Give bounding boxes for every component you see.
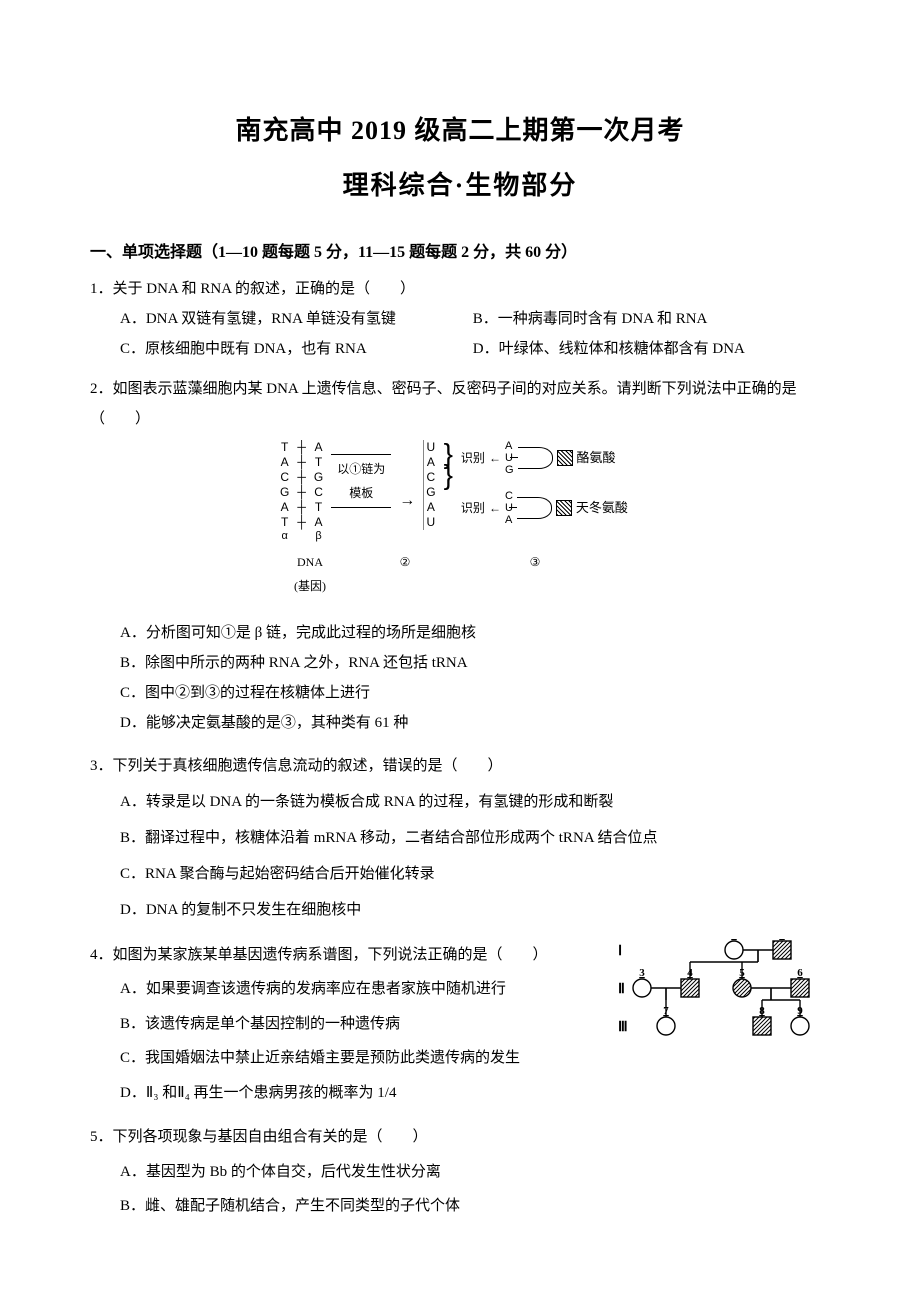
trna-shape	[518, 447, 553, 469]
arrow-icon: →	[399, 485, 415, 517]
q3-option-b: B．翻译过程中，核糖体沿着 mRNA 移动，二者结合部位形成两个 tRNA 结合…	[120, 820, 818, 856]
svg-text:Ⅲ: Ⅲ	[618, 1020, 628, 1035]
trna-shape	[517, 497, 552, 519]
base: A	[281, 500, 289, 515]
q5-option-b: B．雌、雄配子随机结合，产生不同类型的子代个体	[120, 1189, 818, 1224]
base: T	[281, 440, 288, 455]
base: G	[280, 485, 289, 500]
svg-text:1: 1	[731, 938, 737, 941]
anticodon-2: C U A	[505, 490, 513, 526]
base: A	[427, 500, 435, 515]
base: G	[426, 485, 435, 500]
alpha-label: α	[281, 530, 287, 544]
svg-text:5: 5	[739, 967, 745, 979]
template-arrow-box: 以①链为 模板	[331, 454, 391, 508]
footer-circle-3: ③	[470, 550, 600, 598]
q4-option-d: D．Ⅱ₃ 和Ⅱ₄ 再生一个患病男孩的概率为 1/4	[120, 1076, 818, 1111]
q1-stem: 1．关于 DNA 和 RNA 的叙述，正确的是（ ）	[90, 274, 830, 304]
exam-sub-title: 理科综合·生物部分	[90, 165, 830, 202]
base: T	[315, 455, 322, 470]
q2-option-c: C．图中②到③的过程在核糖体上进行	[120, 678, 818, 708]
aa-label-1: 酪氨酸	[577, 445, 616, 471]
svg-text:4: 4	[687, 967, 693, 979]
template-line2: 模板	[337, 481, 385, 505]
base: A	[281, 455, 289, 470]
question-5: 5．下列各项现象与基因自由组合有关的是（ ） A．基因型为 Bb 的个体自交，后…	[90, 1120, 830, 1224]
svg-text:2: 2	[779, 938, 785, 941]
section-header: 一、单项选择题（1—10 题每题 5 分，11—15 题每题 2 分，共 60 …	[90, 238, 830, 262]
recognize-label: 识别	[461, 446, 485, 470]
arrow-left-icon: ←	[489, 496, 501, 520]
question-2: 2．如图表示蓝藻细胞内某 DNA 上遗传信息、密码子、反密码子间的对应关系。请判…	[90, 374, 830, 738]
q1-option-a: A．DNA 双链有氢键，RNA 单链没有氢键	[120, 304, 461, 334]
q2-option-d: D．能够决定氨基酸的是③，其种类有 61 种	[120, 708, 818, 738]
q1-option-d: D．叶绿体、线粒体和核糖体都含有 DNA	[473, 334, 814, 364]
recognize-label: 识别	[461, 496, 485, 520]
amino-acid-box	[557, 450, 573, 466]
question-1: 1．关于 DNA 和 RNA 的叙述，正确的是（ ） A．DNA 双链有氢键，R…	[90, 274, 830, 364]
q3-option-c: C．RNA 聚合酶与起始密码结合后开始催化转录	[120, 856, 818, 892]
brace-column: } }	[444, 440, 453, 483]
svg-text:3: 3	[639, 967, 645, 979]
footer-dna: DNA (基因)	[280, 550, 340, 598]
question-3: 3．下列关于真核细胞遗传信息流动的叙述，错误的是（ ） A．转录是以 DNA 的…	[90, 748, 830, 928]
q3-option-d: D．DNA 的复制不只发生在细胞核中	[120, 892, 818, 928]
template-line1: 以①链为	[337, 457, 385, 481]
base: A	[427, 455, 435, 470]
recognition-block: 识别 ← A U G 酪氨酸 识别 ←	[461, 440, 628, 527]
beta-label: β	[315, 530, 321, 544]
base: U	[427, 515, 436, 530]
beta-strand: A T G C T A β	[314, 440, 323, 544]
pedigree-diagram: Ⅰ Ⅱ Ⅲ 1 2 3 4 5 6 7 8 9	[614, 938, 830, 1050]
q3-option-a: A．转录是以 DNA 的一条链为模板合成 RNA 的过程，有氢键的形成和断裂	[120, 784, 818, 820]
mrna-strand: U A C G A U	[423, 440, 435, 530]
q2-diagram: T A C G A T α ┼┼┼┼┼┼ A T G C	[280, 440, 830, 598]
anticodon-1: A U G	[505, 440, 514, 476]
svg-text:6: 6	[797, 967, 803, 979]
base: T	[315, 500, 322, 515]
amino-acid-box	[556, 500, 572, 516]
q2-option-a: A．分析图可知①是 β 链，完成此过程的场所是细胞核	[120, 618, 818, 648]
svg-text:Ⅱ: Ⅱ	[618, 982, 625, 997]
q3-stem: 3．下列关于真核细胞遗传信息流动的叙述，错误的是（ ）	[90, 748, 830, 784]
svg-text:9: 9	[797, 1005, 803, 1017]
hydrogen-bonds: ┼┼┼┼┼┼	[297, 440, 306, 530]
question-4: ⅠⅡⅢ123456789 4．如图为某家族某单基因遗传病系谱图，下列说法正确的是…	[90, 938, 830, 1111]
q1-option-b: B．一种病毒同时含有 DNA 和 RNA	[473, 304, 814, 334]
q1-option-c: C．原核细胞中既有 DNA，也有 RNA	[120, 334, 461, 364]
base: A	[315, 440, 323, 455]
aa-label-2: 天冬氨酸	[576, 495, 628, 521]
base: C	[427, 470, 436, 485]
q2-option-b: B．除图中所示的两种 RNA 之外，RNA 还包括 tRNA	[120, 648, 818, 678]
base: C	[280, 470, 289, 485]
q5-option-a: A．基因型为 Bb 的个体自交，后代发生性状分离	[120, 1155, 818, 1190]
svg-text:8: 8	[759, 1005, 765, 1017]
footer-circle-2: ②	[350, 550, 460, 598]
q5-stem: 5．下列各项现象与基因自由组合有关的是（ ）	[90, 1120, 830, 1155]
base: T	[281, 515, 288, 530]
base: A	[315, 515, 323, 530]
q2-stem: 2．如图表示蓝藻细胞内某 DNA 上遗传信息、密码子、反密码子间的对应关系。请判…	[90, 374, 830, 434]
arrow-left-icon: ←	[489, 446, 501, 470]
base: C	[314, 485, 323, 500]
exam-main-title: 南充高中 2019 级高二上期第一次月考	[90, 110, 830, 147]
svg-text:Ⅰ: Ⅰ	[618, 944, 622, 959]
svg-text:7: 7	[663, 1005, 669, 1017]
base: U	[427, 440, 436, 455]
alpha-strand: T A C G A T α	[280, 440, 289, 544]
base: G	[314, 470, 323, 485]
